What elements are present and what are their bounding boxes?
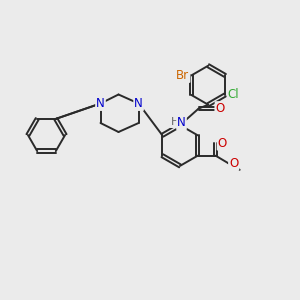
Text: Cl: Cl [228,88,239,101]
Text: N: N [134,97,143,110]
Text: O: O [229,157,238,170]
Text: N: N [96,97,105,110]
Text: O: O [216,102,225,115]
Text: N: N [177,116,186,129]
Text: H: H [170,117,179,127]
Text: Br: Br [176,69,190,82]
Text: O: O [218,136,227,150]
